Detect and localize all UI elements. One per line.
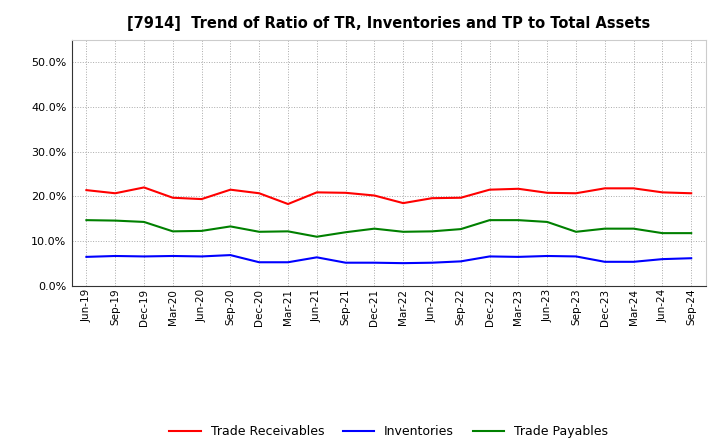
Inventories [485, 254, 494, 259]
Trade Payables [543, 219, 552, 224]
Inventories [514, 254, 523, 260]
Trade Receivables [428, 195, 436, 201]
Inventories [341, 260, 350, 265]
Line: Trade Receivables: Trade Receivables [86, 187, 691, 204]
Trade Receivables [82, 187, 91, 193]
Trade Payables [168, 229, 177, 234]
Trade Payables [312, 234, 321, 239]
Inventories [370, 260, 379, 265]
Trade Receivables [284, 202, 292, 207]
Trade Receivables [312, 190, 321, 195]
Trade Payables [197, 228, 206, 234]
Inventories [312, 255, 321, 260]
Trade Receivables [111, 191, 120, 196]
Trade Receivables [140, 185, 148, 190]
Line: Inventories: Inventories [86, 255, 691, 263]
Trade Payables [687, 231, 696, 236]
Inventories [111, 253, 120, 259]
Inventories [600, 259, 609, 264]
Trade Payables [284, 229, 292, 234]
Trade Payables [226, 224, 235, 229]
Trade Payables [456, 227, 465, 232]
Line: Trade Payables: Trade Payables [86, 220, 691, 237]
Inventories [197, 254, 206, 259]
Trade Payables [111, 218, 120, 223]
Inventories [284, 260, 292, 265]
Inventories [399, 260, 408, 266]
Trade Payables [255, 229, 264, 235]
Inventories [255, 260, 264, 265]
Trade Payables [399, 229, 408, 235]
Trade Payables [658, 231, 667, 236]
Inventories [456, 259, 465, 264]
Trade Receivables [658, 190, 667, 195]
Trade Receivables [543, 190, 552, 195]
Inventories [543, 253, 552, 259]
Legend: Trade Receivables, Inventories, Trade Payables: Trade Receivables, Inventories, Trade Pa… [164, 420, 613, 440]
Trade Payables [600, 226, 609, 231]
Title: [7914]  Trend of Ratio of TR, Inventories and TP to Total Assets: [7914] Trend of Ratio of TR, Inventories… [127, 16, 650, 32]
Trade Payables [140, 219, 148, 224]
Trade Payables [514, 217, 523, 223]
Trade Receivables [629, 186, 638, 191]
Trade Receivables [572, 191, 580, 196]
Inventories [428, 260, 436, 265]
Trade Receivables [514, 186, 523, 191]
Trade Payables [341, 230, 350, 235]
Trade Receivables [600, 186, 609, 191]
Inventories [82, 254, 91, 260]
Inventories [572, 254, 580, 259]
Trade Receivables [370, 193, 379, 198]
Trade Payables [572, 229, 580, 235]
Trade Receivables [399, 201, 408, 206]
Inventories [658, 257, 667, 262]
Trade Payables [485, 217, 494, 223]
Trade Payables [370, 226, 379, 231]
Trade Receivables [485, 187, 494, 192]
Trade Receivables [341, 190, 350, 195]
Trade Receivables [456, 195, 465, 200]
Inventories [168, 253, 177, 259]
Trade Receivables [226, 187, 235, 192]
Inventories [226, 253, 235, 258]
Trade Receivables [255, 191, 264, 196]
Inventories [140, 254, 148, 259]
Inventories [687, 256, 696, 261]
Trade Receivables [168, 195, 177, 200]
Trade Payables [629, 226, 638, 231]
Trade Receivables [197, 196, 206, 202]
Trade Payables [82, 217, 91, 223]
Trade Receivables [687, 191, 696, 196]
Inventories [629, 259, 638, 264]
Trade Payables [428, 229, 436, 234]
